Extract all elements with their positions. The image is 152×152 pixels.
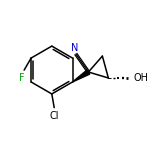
Polygon shape [73,70,90,82]
Text: Cl: Cl [49,111,59,121]
Text: N: N [71,43,78,54]
Text: OH: OH [133,73,148,83]
Text: F: F [19,73,25,83]
